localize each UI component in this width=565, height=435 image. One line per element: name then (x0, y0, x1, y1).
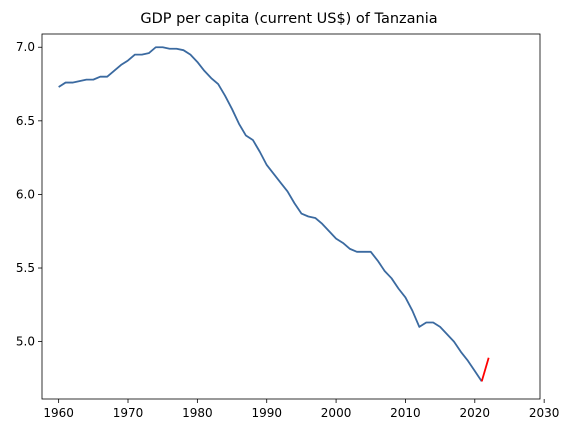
x-tick-label: 2010 (390, 406, 421, 420)
x-tick-label: 1960 (43, 406, 74, 420)
plot-area (59, 47, 489, 381)
y-tick-label: 6.0 (16, 187, 35, 201)
series-line-0 (59, 47, 482, 381)
x-tick-label: 2000 (321, 406, 352, 420)
x-tick-label: 1980 (182, 406, 213, 420)
x-tick-label: 2020 (460, 406, 491, 420)
y-tick-label: 5.5 (16, 261, 35, 275)
plot-frame (42, 34, 540, 399)
y-tick-label: 5.0 (16, 335, 35, 349)
x-tick-label: 2030 (529, 406, 560, 420)
x-axis: 1960 1970 1980 1990 2000 2010 2020 2030 (43, 399, 559, 420)
y-tick-label: 7.0 (16, 40, 35, 54)
chart-title: GDP per capita (current US$) of Tanzania (140, 11, 437, 27)
x-tick-label: 1990 (251, 406, 282, 420)
series-line-1 (482, 358, 489, 382)
y-tick-label: 6.5 (16, 114, 35, 128)
y-axis: 5.0 5.5 6.0 6.5 7.0 (16, 40, 42, 348)
x-tick-label: 1970 (113, 406, 144, 420)
